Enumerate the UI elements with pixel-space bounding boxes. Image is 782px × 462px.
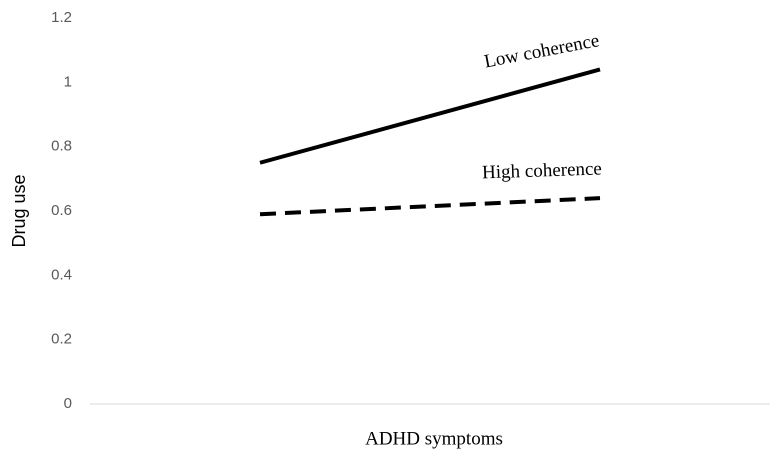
y-tick-label: 0.8 <box>51 138 72 155</box>
series-line <box>259 196 601 217</box>
y-axis-title: Drug use <box>9 174 29 247</box>
y-tick-label: 0.6 <box>51 202 72 219</box>
y-tick-label: 0 <box>64 395 72 412</box>
series-label: Low coherence <box>483 30 601 72</box>
series-line <box>259 67 601 165</box>
y-tick-label: 0.4 <box>51 266 72 283</box>
series-label: High coherence <box>482 158 602 183</box>
x-axis-title: ADHD symptoms <box>365 428 503 449</box>
y-tick-label: 1.2 <box>51 9 72 26</box>
y-tick-label: 0.2 <box>51 331 72 348</box>
y-tick-label: 1 <box>64 73 72 90</box>
